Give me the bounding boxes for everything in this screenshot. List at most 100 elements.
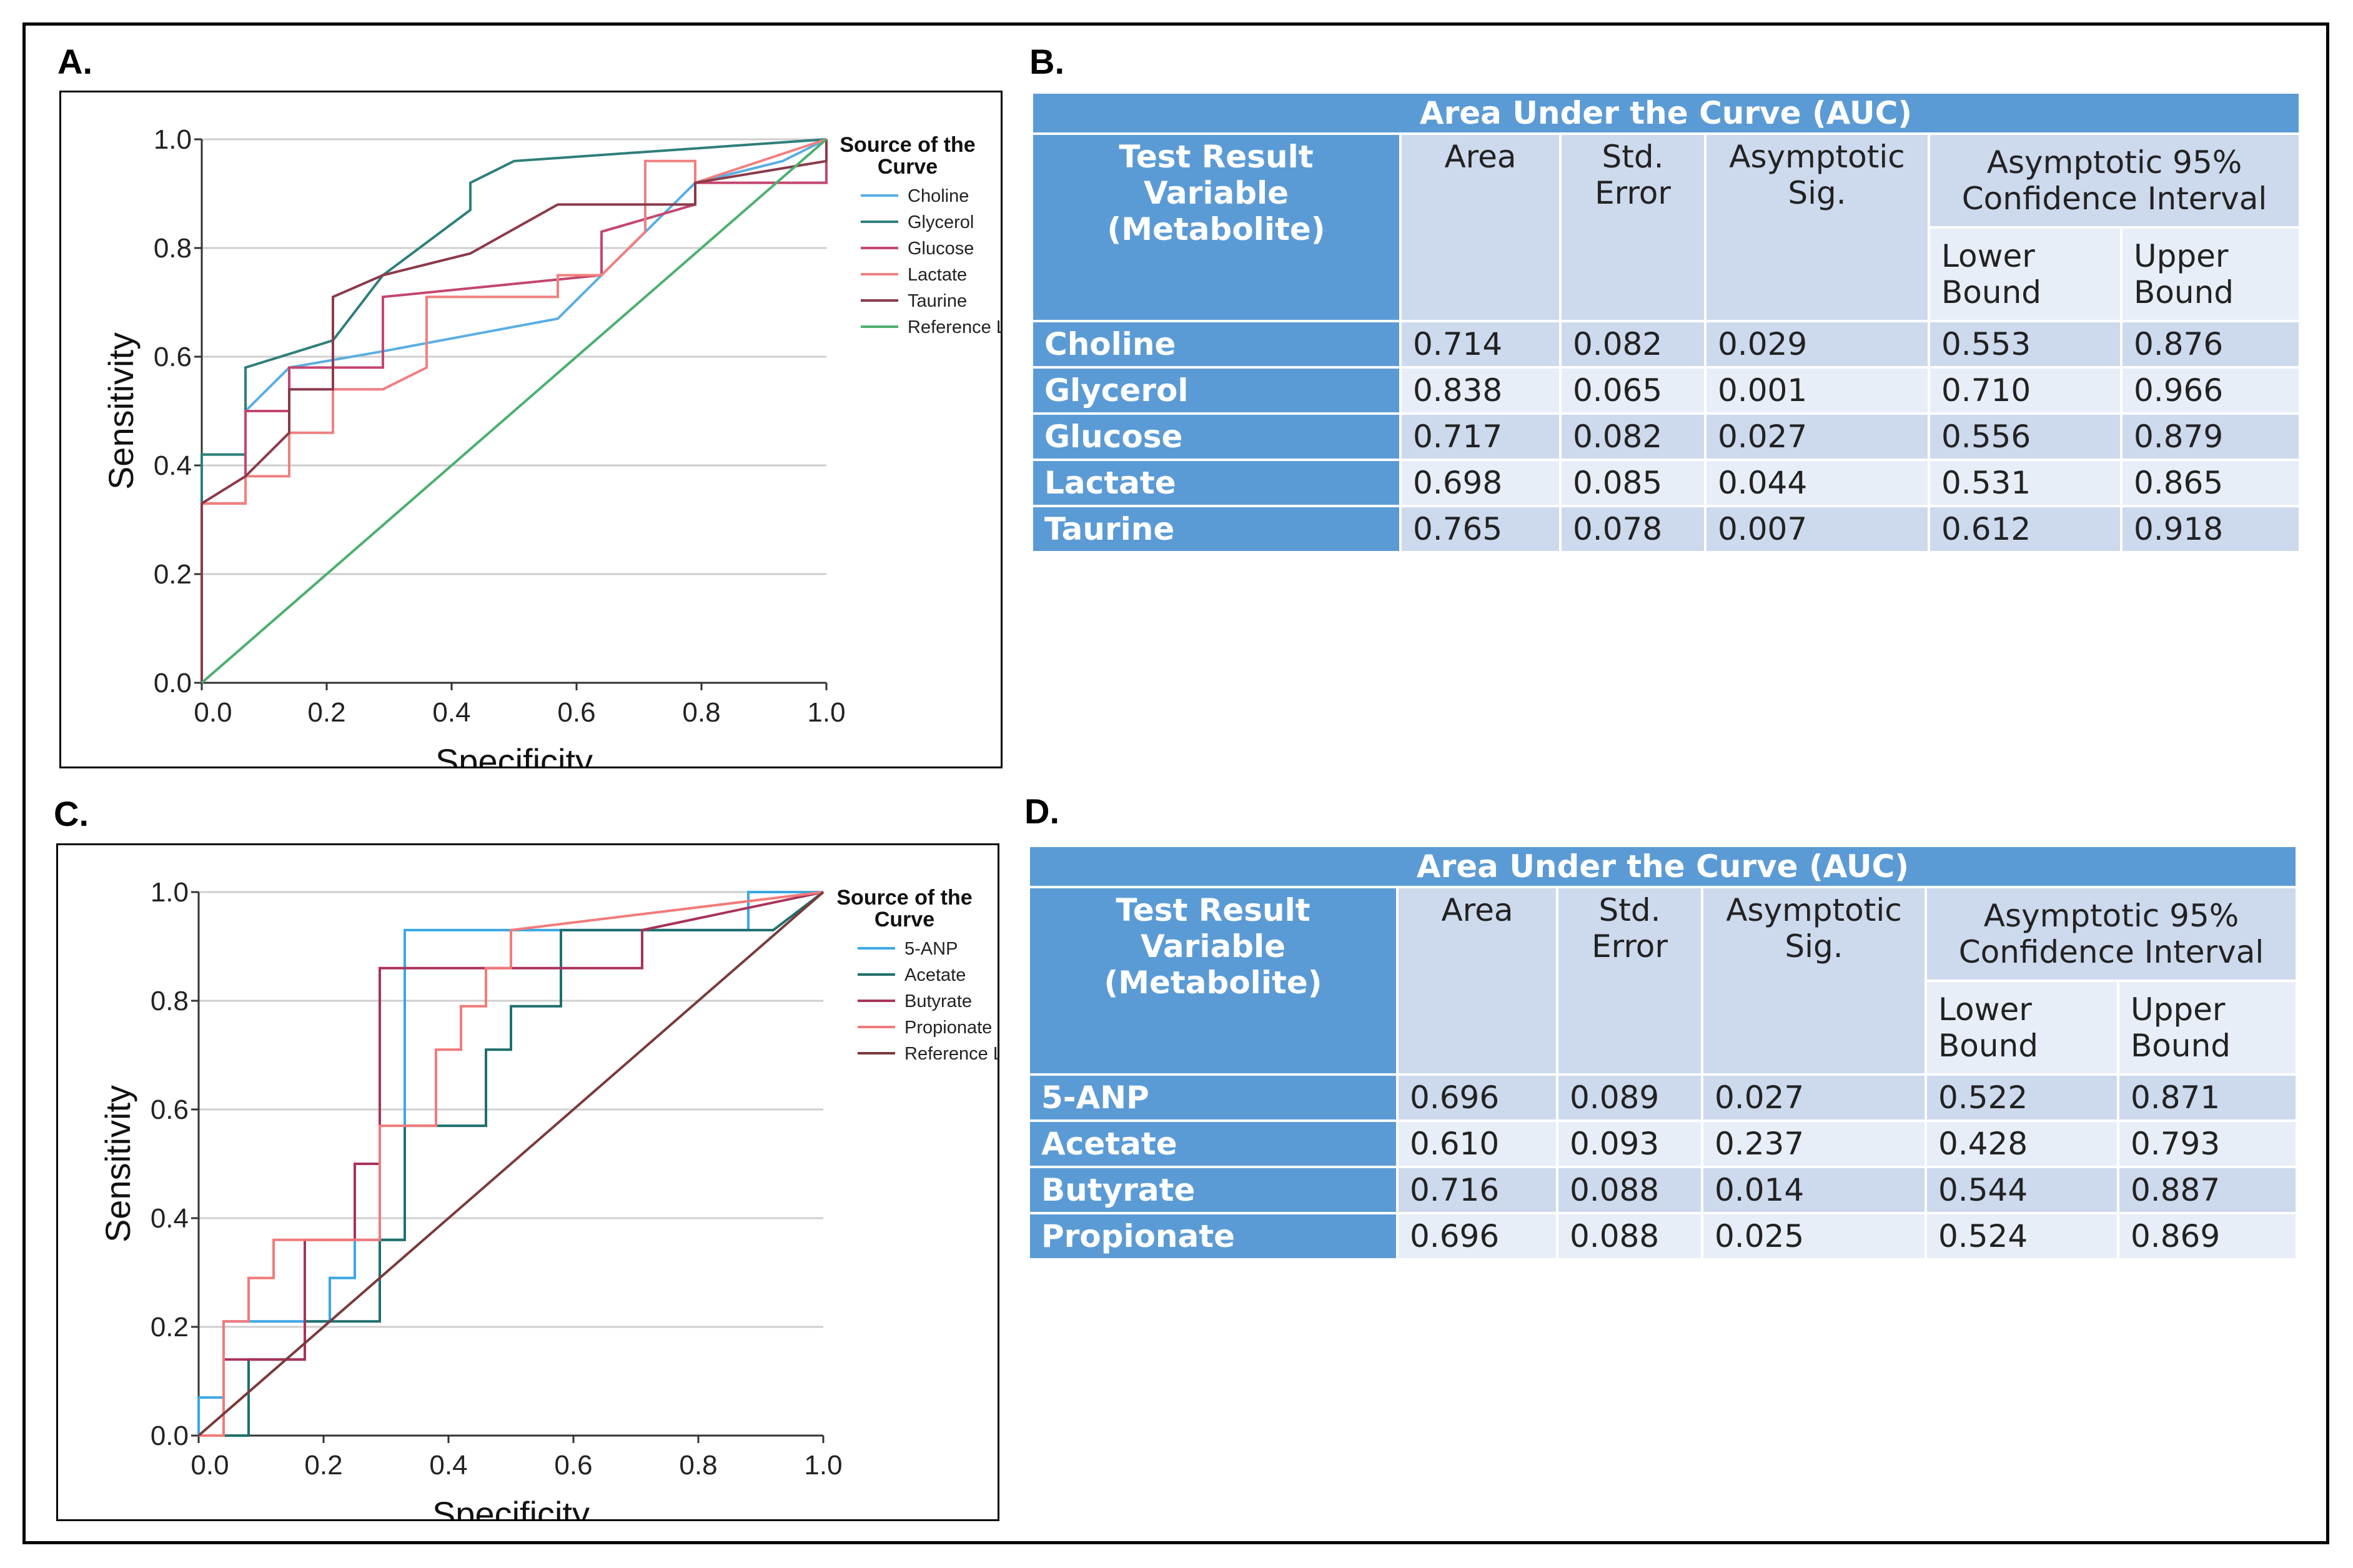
header-confidence-interval: Asymptotic 95% Confidence Interval — [1924, 886, 2299, 982]
header-asymptotic-sig: Asymptotic Sig. — [1704, 132, 1930, 322]
legend-title: Curve — [874, 908, 934, 931]
auc-table-d: Area Under the Curve (AUC) Test Result V… — [1027, 845, 2299, 1261]
cell-area: 0.765 — [1399, 505, 1562, 553]
cell-sig: 0.025 — [1701, 1212, 1927, 1261]
header-std-error: Std. Error — [1556, 886, 1703, 1076]
table-row: Choline 0.714 0.082 0.029 0.553 0.876 — [1031, 320, 2302, 369]
series-line-reference-line — [201, 138, 828, 684]
x-tick-label: 1.0 — [807, 697, 845, 728]
table-title: Area Under the Curve (AUC) — [1027, 845, 2299, 888]
table-row: Lactate 0.698 0.085 0.044 0.531 0.865 — [1031, 459, 2302, 507]
header-upper-bound: Upper Bound — [2119, 226, 2302, 322]
cell-sig: 0.029 — [1704, 320, 1930, 369]
cell-se: 0.089 — [1556, 1073, 1703, 1122]
row-metabolite: Taurine — [1031, 505, 1402, 553]
cell-lower: 0.710 — [1928, 366, 2123, 415]
cell-se: 0.088 — [1556, 1212, 1703, 1261]
header-variable: Test Result Variable (Metabolite) — [1028, 886, 1399, 1076]
cell-se: 0.085 — [1559, 459, 1707, 507]
x-tick-label: 0.2 — [304, 1450, 342, 1481]
row-metabolite: Butyrate — [1028, 1166, 1399, 1214]
cell-lower: 0.553 — [1928, 320, 2123, 369]
x-tick-label: 1.0 — [804, 1450, 842, 1481]
y-axis-label: Sensitivity — [98, 1085, 137, 1243]
table-row: 5-ANP 0.696 0.089 0.027 0.522 0.871 — [1028, 1073, 2299, 1122]
cell-area: 0.717 — [1399, 412, 1562, 461]
cell-lower: 0.531 — [1928, 459, 2123, 507]
header-lower-bound: Lower Bound — [1928, 226, 2123, 322]
cell-area: 0.696 — [1396, 1212, 1558, 1261]
cell-upper: 0.876 — [2119, 320, 2302, 369]
cell-se: 0.065 — [1559, 366, 1707, 415]
panel-label-b: B. — [1029, 42, 1064, 81]
legend-item: Choline — [908, 186, 969, 206]
cell-sig: 0.027 — [1701, 1073, 1927, 1122]
cell-sig: 0.014 — [1701, 1166, 1927, 1214]
legend-title: Source of the — [836, 886, 972, 910]
x-tick-label: 0.8 — [679, 1450, 717, 1481]
cell-upper: 0.887 — [2116, 1166, 2299, 1214]
x-tick-label: 0.0 — [191, 1450, 229, 1481]
cell-upper: 0.879 — [2119, 412, 2302, 461]
series-line-glycerol — [201, 138, 827, 683]
legend-item: Reference Line — [904, 1044, 998, 1064]
cell-area: 0.716 — [1396, 1166, 1558, 1214]
cell-se: 0.082 — [1559, 412, 1707, 461]
header-area: Area — [1399, 132, 1562, 322]
header-area: Area — [1396, 886, 1558, 1076]
y-tick-label: 0.2 — [154, 559, 192, 590]
cell-lower: 0.524 — [1925, 1212, 2119, 1261]
x-tick-label: 0.6 — [554, 1450, 592, 1481]
cell-area: 0.610 — [1396, 1119, 1558, 1168]
legend-item: Glycerol — [908, 212, 974, 232]
y-tick-label: 0.6 — [151, 1094, 189, 1125]
table-row: Butyrate 0.716 0.088 0.014 0.544 0.887 — [1028, 1166, 2299, 1214]
table-title: Area Under the Curve (AUC) — [1030, 91, 2302, 135]
roc-plot-c: 0.0 0.0 0.2 0.2 0.4 0.4 0.6 0.6 0.8 0.8 1.0 1.0 Spec… — [56, 843, 999, 1521]
roc-plot-a: 0.0 0.0 0.2 0.2 0.4 0.4 0.6 0.6 0.8 0.8 1.0 1.0 Spec… — [59, 91, 1003, 768]
cell-area: 0.714 — [1399, 320, 1562, 369]
legend-item: Reference Line — [908, 317, 1001, 337]
series-line-propionate — [199, 891, 824, 1437]
header-std-error: Std. Error — [1559, 132, 1707, 322]
cell-sig: 0.044 — [1704, 459, 1930, 507]
table-row: Acetate 0.610 0.093 0.237 0.428 0.793 — [1028, 1119, 2299, 1168]
y-tick-label: 0.6 — [154, 342, 192, 372]
x-axis-label: Specificity — [432, 1494, 590, 1519]
y-tick-label: 0.8 — [154, 233, 192, 264]
x-tick-label: 0.4 — [429, 1450, 467, 1481]
cell-area: 0.838 — [1399, 366, 1562, 415]
row-metabolite: Glycerol — [1031, 366, 1402, 415]
panel-label-a: A. — [57, 42, 92, 81]
y-tick-label: 1.0 — [154, 124, 192, 155]
x-tick-label: 0.0 — [194, 697, 232, 728]
cell-lower: 0.612 — [1928, 505, 2123, 553]
cell-area: 0.696 — [1396, 1073, 1558, 1122]
y-tick-label: 0.4 — [151, 1203, 189, 1234]
cell-se: 0.093 — [1556, 1119, 1703, 1168]
panel-label-d: D. — [1024, 791, 1059, 831]
cell-upper: 0.966 — [2119, 366, 2302, 415]
auc-table-b: Area Under the Curve (AUC) Test Result V… — [1030, 91, 2302, 553]
header-lower-bound: Lower Bound — [1925, 980, 2119, 1076]
y-tick-label: 0.0 — [151, 1421, 189, 1451]
x-tick-label: 0.2 — [307, 697, 345, 728]
cell-sig: 0.007 — [1704, 505, 1930, 553]
cell-se: 0.088 — [1556, 1166, 1703, 1214]
cell-upper: 0.793 — [2116, 1119, 2299, 1168]
x-axis-label: Specificity — [435, 742, 593, 767]
cell-upper: 0.918 — [2119, 505, 2302, 553]
row-metabolite: Choline — [1031, 320, 1402, 369]
panel-label-c: C. — [54, 794, 89, 833]
table-row: Glucose 0.717 0.082 0.027 0.556 0.879 — [1031, 412, 2302, 461]
legend-item: Lactate — [908, 265, 967, 285]
cell-lower: 0.544 — [1925, 1166, 2119, 1214]
cell-se: 0.078 — [1559, 505, 1707, 553]
y-tick-label: 0.0 — [154, 668, 192, 698]
y-tick-label: 1.0 — [151, 877, 189, 908]
y-axis-label: Sensitivity — [101, 332, 141, 490]
cell-lower: 0.522 — [1925, 1073, 2119, 1122]
figure-frame — [22, 22, 2329, 1544]
legend-title: Source of the — [840, 133, 975, 157]
row-metabolite: 5-ANP — [1028, 1073, 1399, 1122]
